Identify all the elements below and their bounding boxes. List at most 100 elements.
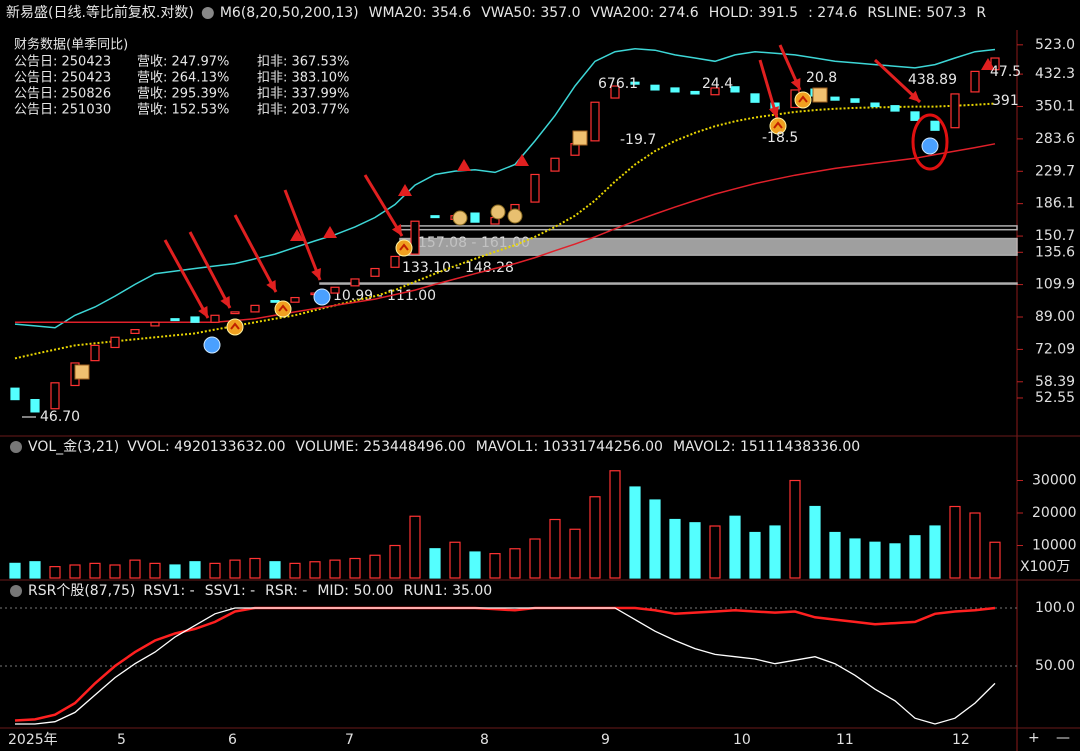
signal-triangle (290, 229, 304, 241)
volume-bar (709, 525, 721, 579)
candle (50, 382, 60, 410)
volume-bar (749, 531, 761, 579)
volume-bar (789, 479, 801, 579)
indicator-text: VVOL: 4920133632.00 (127, 439, 285, 455)
indicator-text: MAVOL1: 10331744256.00 (476, 439, 663, 455)
info-text: 扣非: 337.99% (257, 87, 349, 102)
candle (170, 318, 180, 322)
signal-triangle (457, 159, 471, 171)
zoom-button[interactable]: + (1028, 730, 1040, 746)
candle (630, 81, 640, 85)
indicator-text: M6(8,20,50,200,13) (220, 5, 359, 21)
indicator-text: RSR: - (265, 583, 307, 599)
volume-bar (609, 470, 621, 579)
doc-icon (74, 364, 90, 380)
volume-bar (509, 548, 521, 579)
buy-icon (794, 91, 812, 109)
y-tick-label: 52.55 (1035, 390, 1075, 406)
indicator-line (15, 143, 996, 324)
volume-bar (369, 554, 381, 579)
zoom-button[interactable]: — (1056, 730, 1070, 746)
y-tick-label: 109.9 (1035, 277, 1075, 293)
ball-icon (313, 288, 331, 306)
candle (710, 87, 720, 96)
indicator-text: VWA200: 274.6 (590, 5, 698, 21)
volume-bar (589, 496, 601, 579)
volume-bar (249, 557, 261, 579)
indicator-text: VWA50: 357.0 (481, 5, 580, 21)
y-tick-label: 350.1 (1035, 99, 1075, 115)
y-tick-label: 432.3 (1035, 66, 1075, 82)
volume-bar (989, 541, 1001, 579)
price-annotation: 391 (992, 93, 1019, 109)
candle (250, 304, 260, 313)
price-annotation: 20.8 (806, 70, 837, 86)
volume-bar (329, 559, 341, 579)
y-tick-label: 523.0 (1035, 37, 1075, 53)
money-icon (490, 204, 506, 220)
info-text: 公告日: 250423 (14, 55, 111, 70)
y-tick-label: 30000 (1032, 473, 1077, 489)
arrow-head (220, 296, 230, 308)
arrow-head (768, 106, 779, 118)
x-tick-label: 5 (117, 732, 126, 748)
info-text: 公告日: 250423 (14, 71, 111, 86)
y-tick-label: 10000 (1032, 538, 1077, 554)
info-text: 营收: 264.13% (137, 71, 229, 86)
info-text: 扣非: 203.77% (257, 103, 349, 118)
x-tick-label: 11 (836, 732, 854, 748)
candle (130, 328, 140, 334)
doc-icon (812, 87, 828, 103)
arrow-head (790, 78, 801, 90)
volume-bar (129, 559, 141, 579)
price-annotation: 46.70 (40, 409, 80, 425)
candle (290, 296, 300, 303)
candle (610, 85, 620, 99)
candle (890, 105, 900, 112)
indicator-text: RSV1: - (143, 583, 194, 599)
volume-bar (309, 561, 321, 579)
x-tick-label: 2025年 (8, 732, 58, 748)
y-tick-label: 283.6 (1035, 131, 1075, 147)
volume-bar (729, 515, 741, 579)
candle (950, 93, 960, 129)
buy-icon-mark (798, 95, 808, 103)
y-tick-label: 20000 (1032, 505, 1077, 521)
volume-bar (169, 564, 181, 579)
settings-icon[interactable] (201, 7, 214, 19)
volume-bar (389, 544, 401, 579)
price-annotation: 676.1 (598, 76, 638, 92)
volume-bar (29, 561, 41, 579)
x-tick-label: 7 (345, 732, 354, 748)
volume-bar (489, 553, 501, 579)
indicator-text: RUN1: 35.00 (404, 583, 493, 599)
y-tick-label: 135.6 (1035, 244, 1075, 260)
highlight-ring (911, 113, 949, 171)
candle (970, 70, 980, 93)
volume-bar (469, 551, 481, 579)
candle (430, 215, 440, 219)
zone-label: 133.10 - 148.28 (402, 260, 514, 276)
volume-bar (49, 566, 61, 579)
volume-bar (669, 518, 681, 579)
signal-triangle (323, 226, 337, 238)
y-tick-label: 229.7 (1035, 163, 1075, 179)
indicator-line (14, 102, 996, 360)
candle (190, 316, 200, 323)
arrow-head (198, 306, 208, 318)
price-annotation: -19.7 (620, 132, 656, 148)
panel-icon (10, 585, 22, 597)
signal-triangle (398, 184, 412, 196)
indicator-text: VOLUME: 253448496.00 (295, 439, 465, 455)
ball-icon (921, 137, 939, 155)
volume-bar (549, 518, 561, 579)
indicator-text: SSV1: - (205, 583, 255, 599)
info-title: 财务数据(单季同比) (14, 37, 128, 53)
arrow-head (311, 268, 321, 280)
volume-bar (229, 559, 241, 579)
candle (470, 212, 480, 223)
volume-bar (969, 512, 981, 579)
candle (850, 98, 860, 103)
candle (210, 314, 220, 323)
